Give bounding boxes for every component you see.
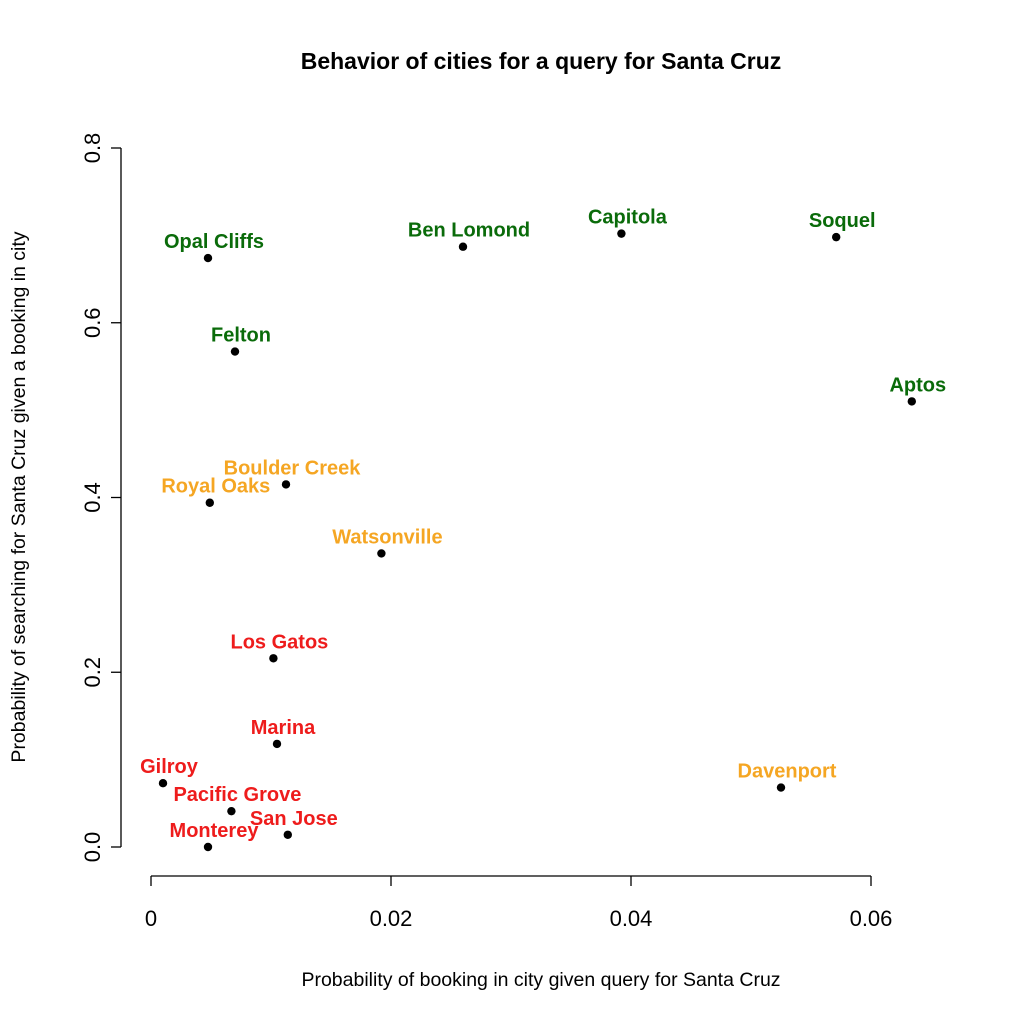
data-point [230, 347, 240, 356]
point-label: Monterey [170, 820, 260, 842]
point-label: Marina [251, 717, 316, 739]
y-tick-label: 0.8 [80, 133, 105, 164]
point-label: Watsonville [332, 526, 442, 548]
data-point [907, 397, 916, 406]
x-tick-label: 0.06 [850, 906, 893, 931]
data-point [776, 783, 786, 792]
data-point [272, 739, 282, 749]
point-label: Opal Cliffs [164, 231, 264, 253]
data-point [158, 779, 168, 788]
data-point [227, 806, 236, 816]
point-label: Gilroy [140, 756, 199, 778]
y-tick-label: 0.2 [80, 657, 105, 688]
data-point [617, 229, 626, 238]
point-label: Boulder Creek [224, 457, 362, 479]
y-tick-label: 0.0 [80, 832, 105, 863]
data-point [203, 842, 213, 852]
y-tick-label: 0.4 [80, 482, 105, 513]
point-label: Ben Lomond [408, 220, 530, 242]
chart-title: Behavior of cities for a query for Santa… [301, 48, 782, 74]
data-point [281, 480, 291, 489]
data-point [269, 654, 278, 663]
point-label: Davenport [738, 761, 837, 783]
data-point [832, 232, 841, 242]
data-point [205, 498, 214, 507]
x-tick-label: 0.04 [610, 906, 653, 931]
data-point [377, 549, 386, 558]
point-label: Capitola [588, 207, 668, 229]
x-axis-label: Probability of booking in city given que… [301, 969, 780, 991]
point-label: Royal Oaks [161, 476, 270, 498]
y-axis-label: Probability of searching for Santa Cruz … [8, 231, 30, 762]
point-label: Felton [211, 325, 271, 347]
data-point [203, 253, 213, 263]
point-label: Soquel [809, 210, 876, 232]
x-tick-label: 0.02 [370, 906, 413, 931]
y-tick-label: 0.6 [80, 307, 105, 338]
data-point [283, 830, 292, 839]
point-label: Pacific Grove [173, 784, 301, 806]
point-label: San Jose [250, 808, 338, 830]
data-point [458, 242, 468, 251]
x-tick-label: 0 [145, 906, 157, 931]
point-label: Los Gatos [231, 631, 329, 653]
point-label: Aptos [889, 374, 946, 396]
